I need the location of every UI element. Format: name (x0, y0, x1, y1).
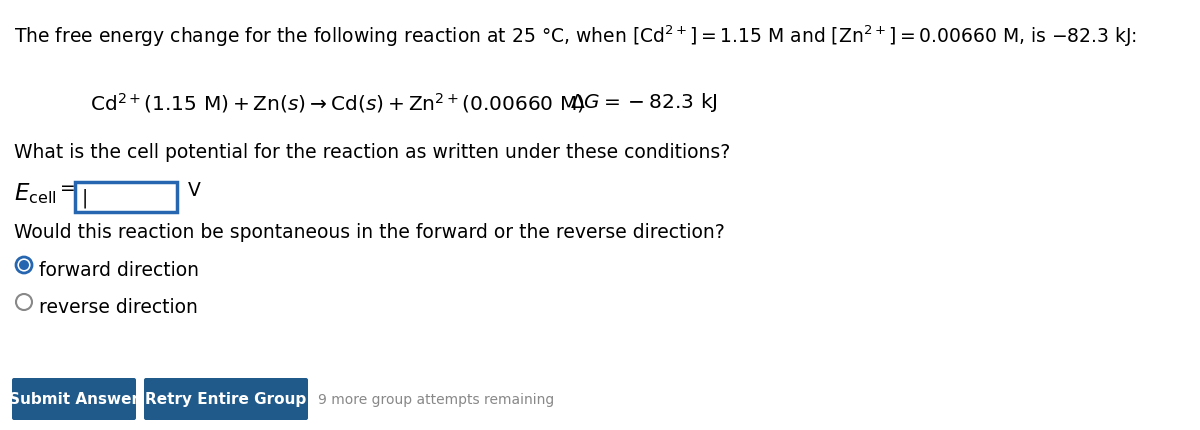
Text: Would this reaction be spontaneous in the forward or the reverse direction?: Would this reaction be spontaneous in th… (14, 222, 725, 241)
Text: 9 more group attempts remaining: 9 more group attempts remaining (318, 392, 554, 406)
Text: $E_{\mathrm{cell}}$: $E_{\mathrm{cell}}$ (14, 181, 56, 206)
Text: reverse direction: reverse direction (40, 297, 198, 316)
Text: |: | (82, 188, 89, 207)
Text: Submit Answer: Submit Answer (10, 392, 139, 406)
Text: What is the cell potential for the reaction as written under these conditions?: What is the cell potential for the react… (14, 143, 731, 162)
Text: $\mathrm{Cd}^{2+}(1.15\ \mathrm{M}) + \mathrm{Zn}(s) \rightarrow \mathrm{Cd}(s) : $\mathrm{Cd}^{2+}(1.15\ \mathrm{M}) + \m… (90, 91, 584, 115)
Text: The free energy change for the following reaction at 25 °C, when $\left[\mathrm{: The free energy change for the following… (14, 23, 1136, 49)
Text: forward direction: forward direction (40, 261, 199, 280)
Circle shape (19, 261, 29, 270)
Text: V: V (188, 181, 200, 200)
FancyBboxPatch shape (144, 378, 308, 420)
FancyBboxPatch shape (12, 378, 136, 420)
Text: Retry Entire Group: Retry Entire Group (145, 392, 307, 406)
Text: =: = (60, 178, 76, 197)
Circle shape (16, 294, 32, 310)
Text: $\Delta G = -82.3\ \mathrm{kJ}$: $\Delta G = -82.3\ \mathrm{kJ}$ (570, 91, 718, 114)
Circle shape (16, 258, 32, 273)
FancyBboxPatch shape (76, 183, 178, 212)
